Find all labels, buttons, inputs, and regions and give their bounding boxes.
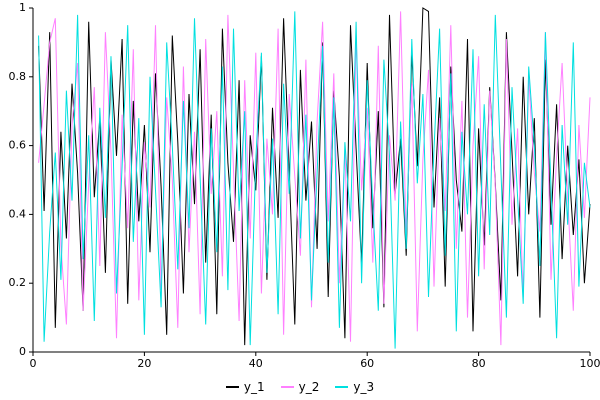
y-tick-label: 1 (19, 1, 26, 14)
x-tick-label: 20 (137, 357, 151, 370)
legend-label: y_3 (353, 380, 375, 394)
x-tick-label: 100 (580, 357, 600, 370)
y-tick-label: 0.8 (9, 70, 27, 83)
legend-item-y_1: y_1 (225, 380, 265, 394)
series-line-y_1 (38, 7, 591, 346)
y-tick-label: 0.4 (9, 207, 27, 220)
x-tick-label: 80 (472, 357, 486, 370)
legend-swatch-y_1 (225, 386, 239, 388)
y-tick-label: 0 (19, 345, 26, 358)
series-line-y_3 (38, 11, 591, 349)
legend-item-y_3: y_3 (335, 380, 374, 394)
legend-label: y_1 (243, 380, 265, 394)
legend-item-y_2: y_2 (280, 380, 320, 394)
x-tick-label: 40 (249, 357, 263, 370)
x-tick-label: 0 (30, 357, 37, 370)
y-tick-label: 0.6 (9, 139, 27, 152)
legend-label: y_2 (298, 380, 320, 394)
legend-swatch-y_2 (280, 386, 294, 388)
legend: y_1 y_2 y_3 (0, 380, 600, 394)
legend-swatch-y_3 (335, 386, 349, 388)
x-tick-label: 60 (360, 357, 374, 370)
y-tick-label: 0.2 (9, 276, 27, 289)
